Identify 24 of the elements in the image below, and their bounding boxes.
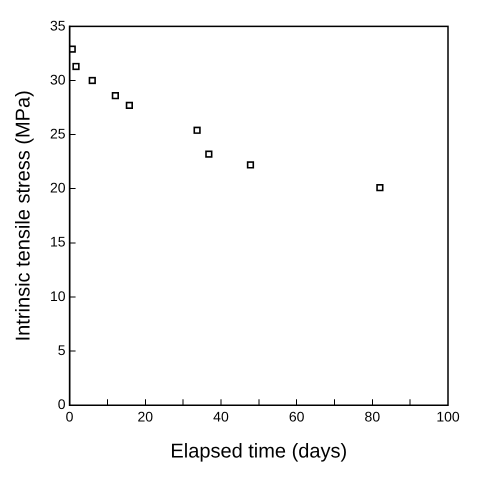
y-tick-label: 15 xyxy=(50,234,66,250)
point xyxy=(88,76,96,84)
point xyxy=(246,161,254,169)
point xyxy=(70,46,76,53)
x-tick-label: 100 xyxy=(436,408,460,424)
y-tick-label: 35 xyxy=(50,17,66,34)
x-axis-title: Elapsed time (days) xyxy=(170,440,348,463)
y-tick-label: 20 xyxy=(50,180,66,196)
y-tick-label: 30 xyxy=(50,71,66,88)
y-tick-label: 10 xyxy=(50,288,66,304)
point xyxy=(193,126,201,134)
x-tick-label: 40 xyxy=(213,408,229,424)
y-tick-label: 25 xyxy=(50,125,66,142)
y-tick-label: 5 xyxy=(58,342,66,358)
x-tick-label: 80 xyxy=(364,408,380,424)
y-tick-label: 0 xyxy=(58,396,66,412)
point xyxy=(72,62,80,70)
y-axis-title: Intrinsic tensile stress (MPa) xyxy=(12,90,35,342)
x-tick-label: 20 xyxy=(137,408,154,424)
point xyxy=(376,184,384,192)
point xyxy=(112,92,119,100)
point xyxy=(205,150,212,158)
x-tick-label: 60 xyxy=(288,408,305,424)
point xyxy=(126,102,133,110)
